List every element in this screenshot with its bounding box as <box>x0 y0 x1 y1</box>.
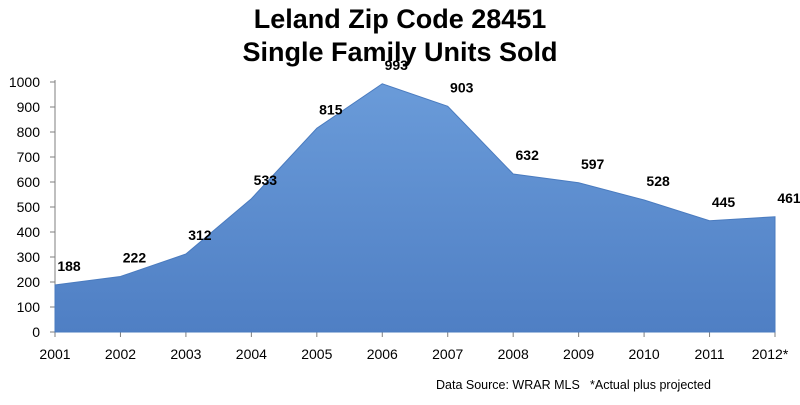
data-label: 903 <box>450 79 474 95</box>
x-tick-label: 2012* <box>752 346 789 362</box>
y-tick-label: 0 <box>32 324 40 340</box>
data-label: 188 <box>57 258 81 274</box>
data-labels: 188 222 312 533 815 993 903 632 597 528 445 461 <box>57 57 800 274</box>
x-tick-label: 2001 <box>39 346 70 362</box>
x-tick-label: 2003 <box>170 346 201 362</box>
chart-title-line-2: Single Family Units Sold <box>242 37 558 67</box>
y-tick-label: 700 <box>17 149 41 165</box>
data-label: 222 <box>123 250 147 266</box>
x-tick-label: 2004 <box>236 346 267 362</box>
x-tick-label: 2005 <box>301 346 332 362</box>
y-tick-label: 1000 <box>9 74 40 90</box>
x-tick-label: 2002 <box>105 346 136 362</box>
y-tick-label: 500 <box>17 199 41 215</box>
x-tick-label: 2011 <box>694 346 724 362</box>
y-tick-label: 300 <box>17 249 41 265</box>
data-label: 445 <box>712 194 736 210</box>
series-area <box>54 83 776 333</box>
y-tick-label: 600 <box>17 174 41 190</box>
data-label: 993 <box>385 57 409 73</box>
data-label: 815 <box>319 101 343 117</box>
chart-title-line-1: Leland Zip Code 28451 <box>253 4 547 34</box>
data-area <box>54 83 776 333</box>
x-tick-label: 2006 <box>367 346 398 362</box>
y-tick-label: 200 <box>17 274 41 290</box>
y-tick-label: 800 <box>17 124 41 140</box>
data-label: 312 <box>188 227 212 243</box>
y-tick-label: 100 <box>17 299 41 315</box>
x-tick-label: 2010 <box>629 346 660 362</box>
data-label: 533 <box>254 172 278 188</box>
y-tick-label: 400 <box>17 224 41 240</box>
axes: 0 100 200 300 400 500 600 700 800 900 1000 2001 2002… <box>9 74 789 362</box>
projection-footnote: *Actual plus projected <box>590 378 711 392</box>
data-label: 597 <box>581 156 605 172</box>
y-tick-label: 900 <box>17 99 41 115</box>
x-tick-label: 2009 <box>563 346 594 362</box>
data-label: 632 <box>516 147 540 163</box>
x-tick-label: 2007 <box>432 346 463 362</box>
x-tick-label: 2008 <box>498 346 529 362</box>
data-label: 528 <box>646 173 670 189</box>
data-label: 461 <box>777 190 800 206</box>
data-source-note: Data Source: WRAR MLS <box>436 378 580 392</box>
